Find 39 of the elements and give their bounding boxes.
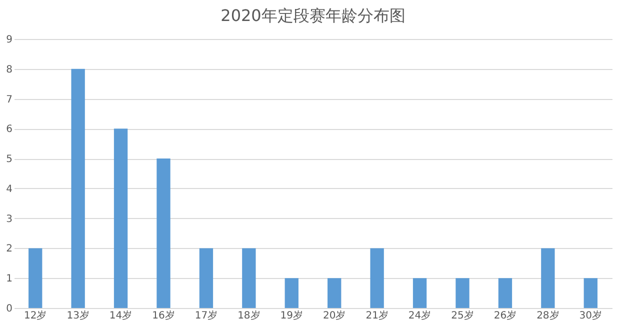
y-tick-label: 4 bbox=[6, 184, 12, 195]
x-tick-label: 21岁 bbox=[366, 310, 388, 322]
x-tick-label: 25岁 bbox=[451, 310, 474, 322]
bar bbox=[284, 278, 298, 308]
x-tick-label: 24岁 bbox=[408, 310, 432, 322]
x-tick-label: 19岁 bbox=[280, 310, 304, 322]
y-tick-label: 8 bbox=[6, 64, 12, 76]
y-tick-label: 2 bbox=[6, 244, 12, 255]
x-tick-label: 20岁 bbox=[322, 310, 346, 322]
x-tick-label: 28岁 bbox=[536, 310, 560, 322]
bar bbox=[498, 278, 512, 308]
bar bbox=[156, 158, 170, 308]
y-tick-label: 7 bbox=[6, 94, 12, 106]
x-tick-label: 30岁 bbox=[579, 310, 602, 322]
x-tick-label: 13岁 bbox=[66, 310, 90, 322]
y-tick-label: 3 bbox=[6, 214, 12, 225]
y-tick-label: 5 bbox=[6, 154, 12, 166]
x-tick-label: 16岁 bbox=[152, 310, 175, 322]
bar bbox=[456, 278, 470, 308]
bar bbox=[370, 248, 384, 308]
bar bbox=[114, 128, 128, 308]
chart-title: 2020年定段赛年龄分布图 bbox=[220, 6, 406, 25]
bar bbox=[199, 248, 214, 308]
y-tick-label: 6 bbox=[6, 124, 12, 136]
y-tick-label: 9 bbox=[6, 34, 12, 46]
y-tick-label: 0 bbox=[6, 304, 12, 314]
bar bbox=[584, 278, 598, 308]
bar bbox=[541, 248, 555, 308]
y-tick-label: 1 bbox=[6, 274, 12, 285]
bar bbox=[71, 68, 85, 308]
bar bbox=[328, 278, 342, 308]
x-tick-label: 17岁 bbox=[194, 310, 218, 322]
bar bbox=[242, 248, 256, 308]
bar bbox=[412, 278, 427, 308]
bar bbox=[28, 248, 42, 308]
x-tick-label: 26岁 bbox=[494, 310, 517, 322]
x-tick-label: 14岁 bbox=[109, 310, 132, 322]
x-tick-label: 12岁 bbox=[24, 310, 47, 322]
x-tick-label: 18岁 bbox=[238, 310, 260, 322]
